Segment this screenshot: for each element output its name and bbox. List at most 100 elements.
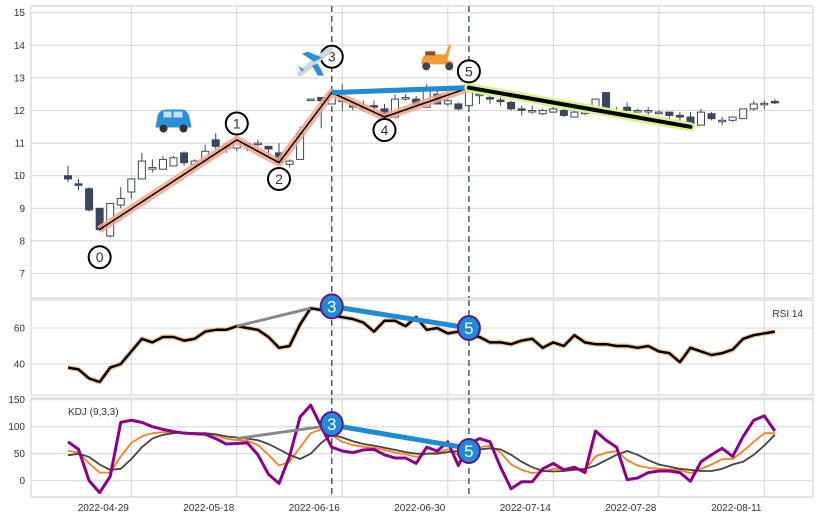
grey-trendline <box>236 306 312 328</box>
candle-body <box>443 100 452 105</box>
candle-body <box>496 99 505 103</box>
candle-body <box>728 116 737 121</box>
zigzag-line <box>99 86 470 231</box>
candle-body <box>127 178 136 193</box>
x-tick-label: 2022-07-14 <box>500 503 552 514</box>
candle-body <box>507 101 516 110</box>
blue-trendline <box>331 85 469 96</box>
plane-tail <box>297 65 304 72</box>
candle-body <box>158 158 167 170</box>
x-axis: 2022-04-29 2022-05-18 2022-06-16 2022-06-30… <box>78 503 762 514</box>
blue-trendline <box>331 303 470 331</box>
candle-body <box>739 108 748 120</box>
candle-body <box>675 114 684 118</box>
candle-body <box>401 96 410 100</box>
candle-body <box>486 96 494 100</box>
grey-trendline <box>236 425 322 441</box>
kdj-label: KDJ (9,3,3) <box>68 407 119 418</box>
pivot-marker <box>456 59 481 84</box>
candle-body <box>697 111 705 126</box>
candle-body <box>211 139 220 147</box>
candle-body <box>180 152 189 164</box>
candle-body <box>633 110 642 113</box>
signal-marker <box>319 411 344 437</box>
candle-body <box>770 100 779 104</box>
y-tick-label: 15 <box>14 8 26 19</box>
blue-trendline <box>331 422 470 451</box>
candle-body <box>718 119 727 123</box>
pivot-label: 0 <box>96 249 104 265</box>
y-tick-label: 60 <box>14 324 26 335</box>
signal-marker-label: 3 <box>327 297 336 316</box>
signal-marker <box>319 293 344 320</box>
car-icon <box>155 109 192 133</box>
signal-marker-label: 3 <box>327 415 336 434</box>
plane-wing <box>311 63 324 76</box>
x-tick-label: 2022-07-28 <box>605 503 657 514</box>
candle-body <box>665 111 674 116</box>
signal-marker <box>456 315 481 341</box>
candle-body <box>570 111 579 118</box>
x-tick-label: 2022-04-29 <box>78 503 130 514</box>
scooter-wheel <box>422 62 431 71</box>
y-tick-label: 12 <box>14 106 26 117</box>
pivot-marker <box>87 245 112 270</box>
candle-body <box>654 111 663 115</box>
panel-frame <box>30 5 814 299</box>
car-wheel <box>179 124 188 133</box>
scooter-body <box>421 44 454 65</box>
airplane-icon <box>296 46 333 77</box>
panel-frame <box>30 299 814 396</box>
y-tick-label: 50 <box>14 449 26 460</box>
pivot-label: 4 <box>381 122 389 138</box>
candle-body <box>264 145 273 150</box>
candle-body <box>517 108 526 111</box>
candle-body <box>85 188 94 211</box>
pivot-label: 1 <box>233 116 241 132</box>
trendline <box>466 85 693 129</box>
y-tick-label: 10 <box>14 171 26 182</box>
y-tick-label: 150 <box>8 395 25 406</box>
candle-body <box>707 113 716 120</box>
x-tick-label: 2022-06-16 <box>289 503 341 514</box>
y-tick-label: 0 <box>19 476 25 487</box>
candle-body <box>285 160 294 165</box>
y-tick-label: 8 <box>19 236 25 247</box>
y-tick-label: 11 <box>15 139 26 150</box>
pivot-label: 2 <box>275 171 283 187</box>
candle-body <box>749 103 758 110</box>
y-tick-label: 9 <box>19 204 25 215</box>
candle-body <box>528 110 537 113</box>
car-window <box>173 111 183 118</box>
candle-body <box>169 157 178 167</box>
rsi-line <box>67 306 776 384</box>
y-tick-label: 40 <box>14 360 26 371</box>
scooter-wheel <box>445 62 454 71</box>
car-window <box>163 111 172 118</box>
candle-body <box>74 183 83 186</box>
x-tick-label: 2022-06-30 <box>394 503 446 514</box>
candle-body <box>623 106 632 111</box>
x-tick-label: 2022-08-11 <box>711 503 762 514</box>
y-tick-label: 13 <box>14 73 26 84</box>
y-tick-label: 100 <box>8 422 25 433</box>
rsi-panel: 40 60 3 5 RSI 14 <box>14 293 814 396</box>
scooter-seat <box>425 51 436 56</box>
candle-body <box>148 167 157 170</box>
plane-fuselage <box>296 46 333 77</box>
candle-body <box>64 175 72 180</box>
pivot-label: 5 <box>465 63 473 79</box>
signal-marker-label: 5 <box>464 319 473 338</box>
candle-body <box>602 92 611 110</box>
candle-body <box>549 108 558 113</box>
plane-wing <box>301 51 322 62</box>
panel-frame <box>30 397 814 498</box>
candle-body <box>253 142 262 146</box>
pivot-marker <box>267 166 291 191</box>
y-tick-label: 7 <box>19 269 25 280</box>
candle-body <box>538 110 547 115</box>
candle-body <box>760 102 769 106</box>
candle-body <box>644 110 653 113</box>
kdj-panel: 0 50 100 150 3 5 KDJ (9,3,3) <box>8 395 814 498</box>
